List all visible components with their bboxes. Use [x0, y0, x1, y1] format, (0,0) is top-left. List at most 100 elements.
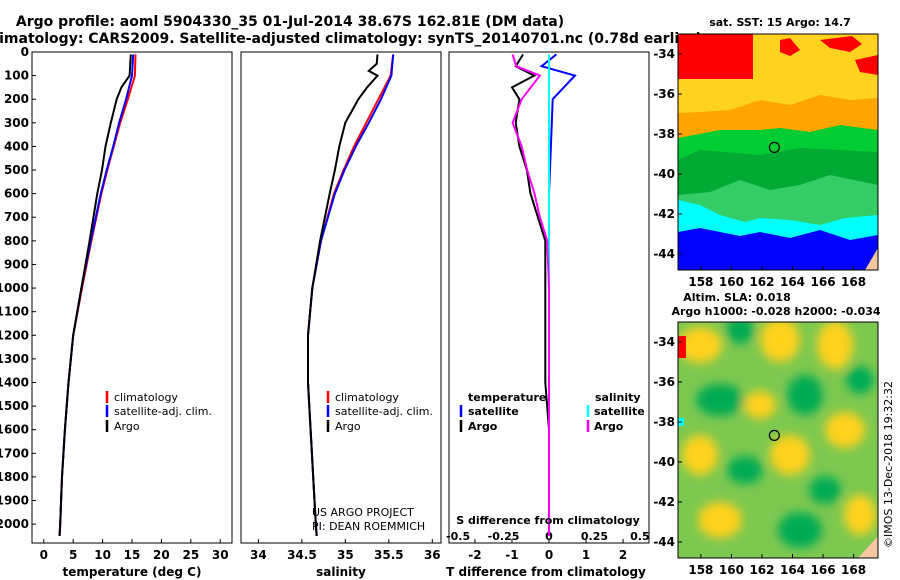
x-tick-label: 10	[94, 548, 111, 562]
sla-map-frame	[677, 321, 879, 559]
difference-panel: -2 -1 0 1 2 -0.5 -0.25 0 0.25 0.5 T difference f…	[446, 51, 650, 579]
depth-tick-label: 200	[4, 92, 29, 106]
s-difference-tick-label: -0.25	[488, 530, 520, 543]
lon-tick-label: 168	[841, 563, 866, 577]
sla-map-axes: 158 160 162 164 166 168 -34 -36 -38 -40 -42 -44	[653, 335, 866, 577]
pi-credit: PI: DEAN ROEMMICH	[312, 520, 425, 533]
depth-tick-label: 1500	[0, 399, 29, 413]
sla-map-field	[678, 322, 878, 558]
sst-map-field	[678, 34, 878, 270]
depth-tick-label: 1900	[0, 494, 29, 508]
x-tick-label: 25	[182, 548, 199, 562]
imos-credit: ©IMOS 13-Dec-2018 19:32:32	[882, 381, 895, 548]
lon-tick-label: 164	[780, 275, 805, 289]
depth-tick-label: 300	[4, 116, 29, 130]
depth-tick-label: 1000	[0, 281, 29, 295]
series-t-argo-line	[510, 53, 550, 536]
lat-tick-label: -34	[653, 335, 675, 349]
legend-argo-label: Argo	[114, 420, 140, 433]
t-difference-x-axis: -2 -1 0 1 2	[468, 539, 627, 562]
sst-map-title: sat. SST: 15 Argo: 14.7	[709, 16, 851, 29]
project-credit: US ARGO PROJECT	[312, 506, 414, 519]
x-tick-label: 34.5	[287, 548, 317, 562]
depth-tick-label: 1400	[0, 375, 29, 389]
x-tick-label: 0	[545, 548, 553, 562]
lat-tick-label: -36	[653, 87, 675, 101]
series-s-argo-line	[511, 54, 550, 536]
s-difference-tick-label: 0	[545, 530, 553, 543]
s-difference-tick-label: 0.25	[581, 530, 608, 543]
temperature-y-axis: 0 100 200 300 400 500 600 700 800 900 1000 1100 1200…	[0, 45, 36, 531]
depth-tick-label: 600	[4, 187, 29, 201]
lon-tick-label: 158	[688, 275, 713, 289]
x-tick-label: 35	[337, 548, 354, 562]
temperature-x-axis: 0 5 10 15 20 25 30	[40, 539, 229, 562]
x-tick-label: 30	[212, 548, 229, 562]
lon-tick-label: 168	[841, 275, 866, 289]
x-tick-label: -2	[468, 548, 481, 562]
depth-tick-label: 1300	[0, 352, 29, 366]
depth-tick-label: 1600	[0, 423, 29, 437]
salinity-x-axis: 34 34.5 35 35.5 36	[250, 539, 441, 562]
difference-legend: temperature satellite Argo salinity sate…	[459, 391, 645, 433]
temperature-axes-frame	[31, 51, 233, 544]
lon-tick-label: 160	[719, 275, 744, 289]
series-argo-line	[307, 54, 380, 536]
x-tick-label: 35.5	[374, 548, 404, 562]
depth-tick-label: 1700	[0, 446, 29, 460]
x-tick-label: 15	[124, 548, 141, 562]
legend-climatology-label: climatology	[335, 391, 399, 404]
temperature-panel: 0100200300400500600700800900100011001200…	[0, 45, 233, 579]
x-tick-label: 36	[424, 548, 441, 562]
s-difference-label: S difference from climatology	[456, 514, 640, 527]
series-argo-line	[58, 54, 132, 536]
lat-tick-label: -44	[653, 247, 675, 261]
figure-title-line2: Climatology: CARS2009. Satellite-adjuste…	[0, 31, 702, 47]
legend-satellite-label: satellite-adj. clim.	[335, 405, 433, 418]
legend-t-argo-label: Argo	[468, 420, 498, 433]
lon-tick-label: 164	[780, 563, 805, 577]
lat-tick-label: -36	[653, 375, 675, 389]
legend-s-satellite-label: satellite	[594, 405, 645, 418]
x-tick-label: 34	[250, 548, 267, 562]
legend-s-argo-label: Argo	[594, 420, 624, 433]
x-tick-label: 0	[40, 548, 48, 562]
lat-tick-label: -40	[653, 455, 675, 469]
salinity-series	[307, 54, 395, 536]
legend-salinity-title: salinity	[595, 391, 641, 404]
x-tick-label: 20	[153, 548, 170, 562]
lon-tick-label: 166	[811, 563, 836, 577]
x-tick-label: 5	[69, 548, 77, 562]
argo-float-marker	[768, 141, 780, 153]
salinity-axes-frame	[240, 51, 442, 544]
sla-map-title-line1: Altim. SLA: 0.018	[683, 291, 790, 304]
lat-tick-label: -42	[653, 495, 675, 509]
t-difference-x-label: T difference from climatology	[446, 565, 646, 579]
s-difference-tick-label: 0.5	[630, 530, 650, 543]
sst-map-frame	[677, 33, 879, 271]
x-tick-label: 2	[619, 548, 627, 562]
x-tick-label: 1	[582, 548, 590, 562]
depth-tick-label: 700	[4, 210, 29, 224]
s-difference-axis: -0.5 -0.25 0 0.25 0.5	[446, 530, 650, 543]
lon-tick-label: 160	[719, 563, 744, 577]
depth-tick-label: 400	[4, 139, 29, 153]
legend-satellite-label: satellite-adj. clim.	[114, 405, 212, 418]
depth-tick-label: 100	[4, 69, 29, 83]
depth-tick-label: 1200	[0, 328, 29, 342]
lat-tick-label: -42	[653, 207, 675, 221]
sst-map-axes: 158 160 162 164 166 168 -34 -36 -38 -40 -42 -44	[653, 47, 866, 289]
legend-t-satellite-label: satellite	[468, 405, 519, 418]
salinity-legend: climatology satellite-adj. clim. Argo	[326, 391, 433, 433]
salinity-panel: 34 34.5 35 35.5 36 salinity climatology sate…	[240, 51, 442, 579]
lat-tick-label: -40	[653, 167, 675, 181]
temperature-x-label: temperature (deg C)	[63, 565, 202, 579]
lon-tick-label: 162	[749, 275, 774, 289]
lat-tick-label: -44	[653, 535, 675, 549]
depth-tick-label: 1800	[0, 470, 29, 484]
sla-map-title-line2: Argo h1000: -0.028 h2000: -0.034	[671, 305, 880, 318]
legend-temperature-title: temperature	[468, 391, 546, 404]
salinity-x-label: salinity	[316, 565, 366, 579]
